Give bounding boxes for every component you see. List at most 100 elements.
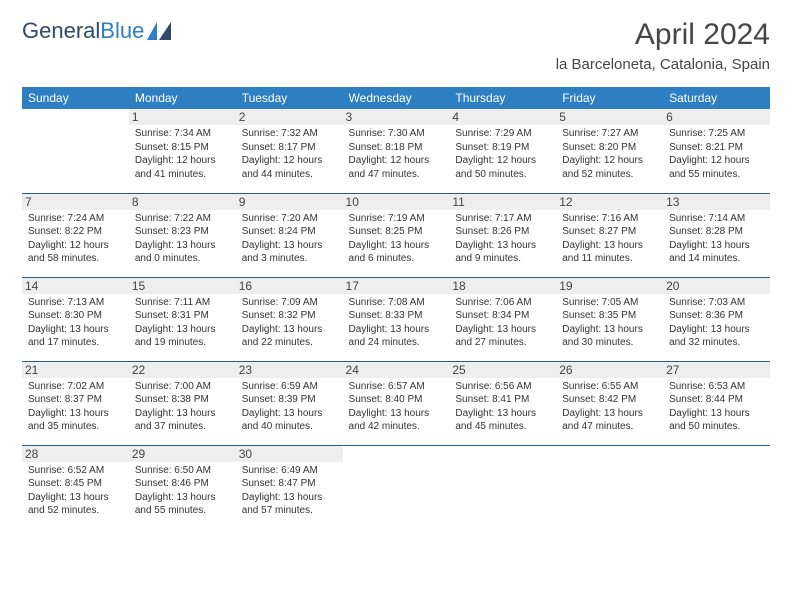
day-number: 9 <box>236 194 343 210</box>
day-number: 20 <box>663 278 770 294</box>
calendar-row: 7Sunrise: 7:24 AMSunset: 8:22 PMDaylight… <box>22 193 770 277</box>
calendar-cell: 22 Sunrise: 7:00 AMSunset: 8:38 PMDayligh… <box>129 361 236 445</box>
day-number: 1 <box>129 109 236 125</box>
day-number: 16 <box>236 278 343 294</box>
weekday-header: Sunday <box>22 87 129 109</box>
day-details: Sunrise: 7:16 AMSunset: 8:27 PMDaylight:… <box>562 212 657 266</box>
day-number: 27 <box>663 362 770 378</box>
weekday-header-row: SundayMondayTuesdayWednesdayThursdayFrid… <box>22 87 770 109</box>
calendar-cell: 19Sunrise: 7:05 AMSunset: 8:35 PMDayligh… <box>556 277 663 361</box>
calendar-cell: 4 Sunrise: 7:29 AMSunset: 8:19 PMDaylight… <box>449 109 556 193</box>
day-details: Sunrise: 7:14 AMSunset: 8:28 PMDaylight:… <box>669 212 764 266</box>
page-title: April 2024 <box>556 18 770 52</box>
day-number: 12 <box>556 194 663 210</box>
day-number: 8 <box>129 194 236 210</box>
calendar-cell: 20 Sunrise: 7:03 AMSunset: 8:36 PMDayligh… <box>663 277 770 361</box>
day-details: Sunrise: 6:49 AMSunset: 8:47 PMDaylight:… <box>242 464 337 518</box>
calendar-cell <box>22 109 129 193</box>
sail-icon <box>147 22 173 48</box>
calendar-cell <box>343 445 450 529</box>
brand-logo: GeneralBlue <box>22 18 173 44</box>
day-number: 13 <box>663 194 770 210</box>
day-details: Sunrise: 6:55 AMSunset: 8:42 PMDaylight:… <box>562 380 657 434</box>
calendar-cell: 8Sunrise: 7:22 AMSunset: 8:23 PMDaylight… <box>129 193 236 277</box>
calendar-cell: 3 Sunrise: 7:30 AMSunset: 8:18 PMDaylight… <box>343 109 450 193</box>
calendar-cell <box>663 445 770 529</box>
day-details: Sunrise: 7:19 AMSunset: 8:25 PMDaylight:… <box>349 212 444 266</box>
calendar-row: 1 Sunrise: 7:34 AMSunset: 8:15 PMDaylight… <box>22 109 770 193</box>
calendar-cell: 1 Sunrise: 7:34 AMSunset: 8:15 PMDaylight… <box>129 109 236 193</box>
day-details: Sunrise: 7:06 AMSunset: 8:34 PMDaylight:… <box>455 296 550 350</box>
day-number: 6 <box>663 109 770 125</box>
day-details: Sunrise: 6:53 AMSunset: 8:44 PMDaylight:… <box>669 380 764 434</box>
brand-part2: Blue <box>100 18 144 44</box>
day-number: 23 <box>236 362 343 378</box>
day-details: Sunrise: 7:08 AMSunset: 8:33 PMDaylight:… <box>349 296 444 350</box>
day-details: Sunrise: 7:25 AMSunset: 8:21 PMDaylight:… <box>669 127 764 181</box>
day-details: Sunrise: 7:29 AMSunset: 8:19 PMDaylight:… <box>455 127 550 181</box>
calendar-cell: 17 Sunrise: 7:08 AMSunset: 8:33 PMDayligh… <box>343 277 450 361</box>
day-details: Sunrise: 7:03 AMSunset: 8:36 PMDaylight:… <box>669 296 764 350</box>
calendar-cell: 27 Sunrise: 6:53 AMSunset: 8:44 PMDayligh… <box>663 361 770 445</box>
day-details: Sunrise: 7:17 AMSunset: 8:26 PMDaylight:… <box>455 212 550 266</box>
calendar-cell: 9Sunrise: 7:20 AMSunset: 8:24 PMDaylight… <box>236 193 343 277</box>
weekday-header: Wednesday <box>343 87 450 109</box>
calendar-cell: 28Sunrise: 6:52 AMSunset: 8:45 PMDayligh… <box>22 445 129 529</box>
calendar-cell: 23 Sunrise: 6:59 AMSunset: 8:39 PMDayligh… <box>236 361 343 445</box>
page: GeneralBlue April 2024 la Barceloneta, C… <box>0 0 792 612</box>
calendar-cell: 25 Sunrise: 6:56 AMSunset: 8:41 PMDayligh… <box>449 361 556 445</box>
calendar-cell: 26Sunrise: 6:55 AMSunset: 8:42 PMDayligh… <box>556 361 663 445</box>
day-details: Sunrise: 7:05 AMSunset: 8:35 PMDaylight:… <box>562 296 657 350</box>
calendar-cell: 10Sunrise: 7:19 AMSunset: 8:25 PMDayligh… <box>343 193 450 277</box>
calendar-cell: 13 Sunrise: 7:14 AMSunset: 8:28 PMDayligh… <box>663 193 770 277</box>
day-number: 3 <box>343 109 450 125</box>
calendar-cell: 6 Sunrise: 7:25 AMSunset: 8:21 PMDaylight… <box>663 109 770 193</box>
day-number: 11 <box>449 194 556 210</box>
day-number: 18 <box>449 278 556 294</box>
calendar-row: 28Sunrise: 6:52 AMSunset: 8:45 PMDayligh… <box>22 445 770 529</box>
weekday-header: Thursday <box>449 87 556 109</box>
weekday-header: Saturday <box>663 87 770 109</box>
day-number: 4 <box>449 109 556 125</box>
calendar-cell: 15Sunrise: 7:11 AMSunset: 8:31 PMDayligh… <box>129 277 236 361</box>
day-details: Sunrise: 7:00 AMSunset: 8:38 PMDaylight:… <box>135 380 230 434</box>
weekday-header: Friday <box>556 87 663 109</box>
day-number: 14 <box>22 278 129 294</box>
day-details: Sunrise: 6:57 AMSunset: 8:40 PMDaylight:… <box>349 380 444 434</box>
day-number: 5 <box>556 109 663 125</box>
day-details: Sunrise: 6:56 AMSunset: 8:41 PMDaylight:… <box>455 380 550 434</box>
calendar-cell: 29Sunrise: 6:50 AMSunset: 8:46 PMDayligh… <box>129 445 236 529</box>
day-details: Sunrise: 7:32 AMSunset: 8:17 PMDaylight:… <box>242 127 337 181</box>
calendar-cell: 12 Sunrise: 7:16 AMSunset: 8:27 PMDayligh… <box>556 193 663 277</box>
day-details: Sunrise: 7:02 AMSunset: 8:37 PMDaylight:… <box>28 380 123 434</box>
day-details: Sunrise: 7:30 AMSunset: 8:18 PMDaylight:… <box>349 127 444 181</box>
header: GeneralBlue April 2024 la Barceloneta, C… <box>22 18 770 73</box>
calendar-table: SundayMondayTuesdayWednesdayThursdayFrid… <box>22 87 770 529</box>
brand-part1: General <box>22 18 100 44</box>
day-number: 30 <box>236 446 343 462</box>
calendar-cell <box>449 445 556 529</box>
day-details: Sunrise: 6:59 AMSunset: 8:39 PMDaylight:… <box>242 380 337 434</box>
title-block: April 2024 la Barceloneta, Catalonia, Sp… <box>556 18 770 73</box>
page-subtitle: la Barceloneta, Catalonia, Spain <box>556 56 770 73</box>
day-number: 15 <box>129 278 236 294</box>
day-details: Sunrise: 7:34 AMSunset: 8:15 PMDaylight:… <box>135 127 230 181</box>
calendar-cell: 5 Sunrise: 7:27 AMSunset: 8:20 PMDaylight… <box>556 109 663 193</box>
day-number: 28 <box>22 446 129 462</box>
calendar-cell: 18 Sunrise: 7:06 AMSunset: 8:34 PMDayligh… <box>449 277 556 361</box>
calendar-row: 21Sunrise: 7:02 AMSunset: 8:37 PMDayligh… <box>22 361 770 445</box>
day-number: 24 <box>343 362 450 378</box>
day-number: 17 <box>343 278 450 294</box>
weekday-header: Monday <box>129 87 236 109</box>
calendar-cell: 11 Sunrise: 7:17 AMSunset: 8:26 PMDayligh… <box>449 193 556 277</box>
day-number: 25 <box>449 362 556 378</box>
calendar-cell: 7Sunrise: 7:24 AMSunset: 8:22 PMDaylight… <box>22 193 129 277</box>
calendar-cell: 21Sunrise: 7:02 AMSunset: 8:37 PMDayligh… <box>22 361 129 445</box>
day-number: 29 <box>129 446 236 462</box>
day-details: Sunrise: 7:24 AMSunset: 8:22 PMDaylight:… <box>28 212 123 266</box>
calendar-body: 1 Sunrise: 7:34 AMSunset: 8:15 PMDaylight… <box>22 109 770 529</box>
day-number: 22 <box>129 362 236 378</box>
weekday-header: Tuesday <box>236 87 343 109</box>
day-details: Sunrise: 7:27 AMSunset: 8:20 PMDaylight:… <box>562 127 657 181</box>
day-number: 2 <box>236 109 343 125</box>
